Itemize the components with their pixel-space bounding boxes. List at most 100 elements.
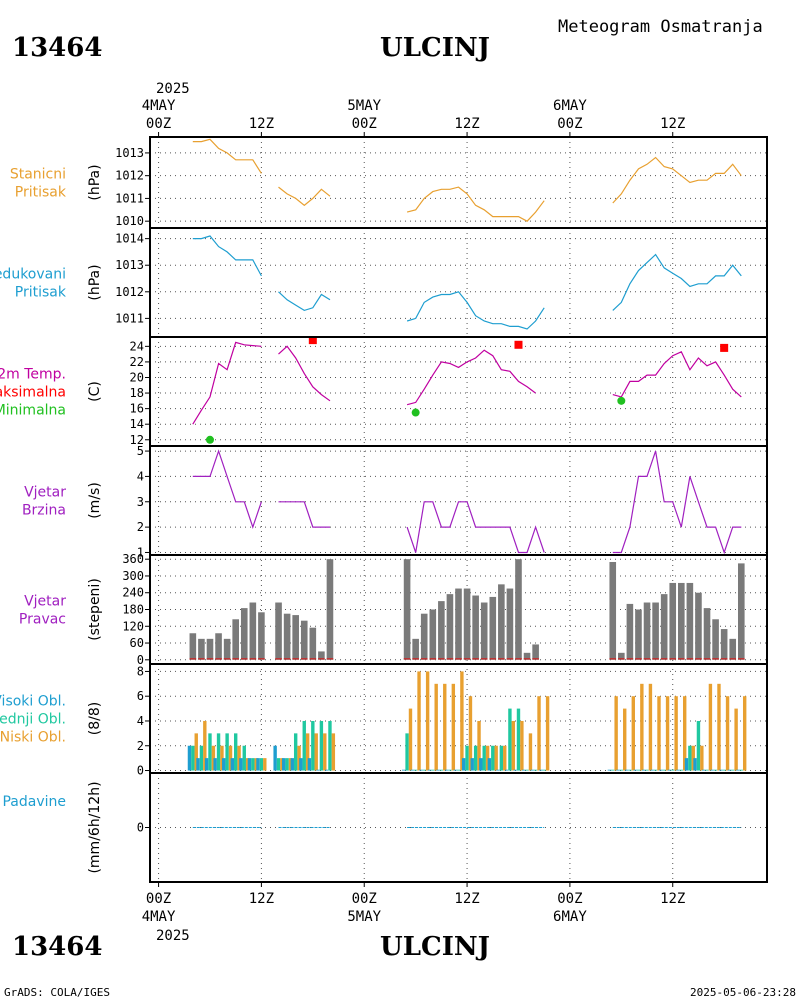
panel-frame: [149, 136, 768, 229]
y-tick-label: 20: [130, 370, 144, 384]
y-tick-label: 1013: [115, 146, 144, 160]
panel-cloud_cover: 0 2 4 6 8 (8/8) Visoki Obl. Srednji Obl. Niski O…: [0, 663, 768, 778]
y-axis-label: (C): [87, 381, 103, 402]
cloud-bar-1: [439, 769, 444, 771]
wind-dir-bar: [249, 602, 257, 660]
y-tick-label: 6: [137, 689, 144, 703]
cloud-bar-1: [516, 708, 521, 771]
series-line-station_pressure: [192, 138, 742, 222]
panel-precipitation: 0 (mm/6h/12h) Padavine: [2, 772, 768, 883]
wind-dir-bar: [215, 633, 222, 660]
cloud-bar-2: [305, 733, 310, 771]
top-year: 2025: [156, 81, 190, 97]
panel-wind_direction: 0 60 120 180 240 300 360 (stepeni) Vjetar Pravac: [19, 552, 768, 667]
cloud-bar-2: [408, 708, 413, 771]
cloud-bar-1: [628, 769, 632, 771]
wind-dir-bar: [669, 582, 677, 660]
cloud-bar-2: [674, 696, 678, 771]
tmax-marker: [720, 343, 729, 352]
cloud-bar-1: [276, 758, 281, 771]
bottom-year: 2025: [156, 928, 190, 944]
y-axis-label: (hPa): [87, 264, 103, 300]
cloud-bar-2: [468, 696, 473, 771]
cloud-bar-1: [285, 758, 289, 771]
cloud-bar-1: [456, 769, 461, 771]
cloud-bar-0: [444, 769, 449, 771]
wind-dir-bar: [240, 608, 248, 660]
panel-legend-label: Pravac: [19, 612, 66, 628]
station-id-top: 13464: [12, 33, 102, 63]
wind-dir-bar: [223, 638, 231, 660]
bottom-hour-label: 12Z: [249, 891, 274, 907]
bottom-hour-label: 00Z: [146, 891, 171, 907]
wind-dir-bar: [446, 594, 454, 660]
tmin-marker: [411, 408, 420, 417]
y-axis-label: (stepeni): [87, 578, 103, 641]
cloud-bar-1: [696, 720, 701, 771]
series-line-wind_speed: [192, 449, 742, 555]
panel-legend-label: Vjetar: [24, 485, 66, 501]
cloud-bar-1: [731, 769, 735, 771]
cloud-bar-0: [273, 745, 277, 771]
cloud-bar-1: [653, 769, 658, 771]
cloud-bar-0: [710, 769, 714, 771]
panel-frame: [149, 772, 768, 883]
cloud-bar-0: [256, 758, 260, 771]
cloud-bar-2: [434, 683, 438, 771]
wind-dir-bar: [438, 601, 445, 660]
cloud-bar-1: [328, 720, 332, 771]
cloud-bar-2: [665, 696, 670, 771]
bottom-time-axis: 00Z 4MAY 12Z 00Z 5MAY 12Z 00Z 6MAY 12Z: [142, 891, 686, 925]
cloud-bar-1: [259, 758, 264, 771]
cloud-bar-1: [208, 733, 212, 771]
y-tick-label: 0: [137, 821, 144, 835]
bottom-date-label: 4MAY: [142, 909, 176, 925]
cloud-bar-0: [239, 758, 243, 771]
wind-dir-bar: [429, 609, 437, 660]
wind-dir-bar: [403, 559, 411, 660]
y-tick-label: 1011: [115, 311, 144, 325]
wind-dir-bar: [292, 615, 299, 660]
panel-reduced_pressure: 1011 1012 1013 1014 (hPa) Redukovani Pritisak: [0, 227, 768, 338]
y-tick-label: 300: [122, 569, 144, 583]
cloud-bar-2: [297, 745, 301, 771]
cloud-bar-2: [451, 683, 456, 771]
cloud-bar-2: [280, 758, 284, 771]
cloud-bar-2: [734, 708, 738, 771]
cloud-bar-1: [302, 720, 306, 771]
cloud-bar-2: [194, 733, 198, 771]
cloud-bar-1: [431, 769, 435, 771]
wind-dir-bar: [198, 638, 205, 660]
series-line-temperature: [192, 341, 742, 425]
top-hour-label: 12Z: [249, 116, 274, 132]
cloud-bar-0: [290, 758, 294, 771]
cloud-bar-0: [230, 758, 234, 771]
cloud-bar-0: [307, 758, 312, 771]
cloud-bar-2: [460, 671, 464, 771]
cloud-bar-0: [693, 758, 697, 771]
wind-dir-bar: [678, 582, 685, 660]
cloud-bar-1: [448, 769, 452, 771]
cloud-bar-2: [425, 671, 430, 771]
cloud-bar-2: [520, 720, 524, 771]
wind-dir-bar: [609, 561, 617, 660]
y-tick-label: 0: [137, 764, 144, 778]
cloud-bar-2: [331, 733, 336, 771]
cloud-bar-2: [494, 745, 498, 771]
cloud-bar-0: [419, 769, 423, 771]
cloud-bar-1: [465, 745, 469, 771]
y-axis-label: (8/8): [87, 702, 103, 735]
panel-legend-label: Stanicni: [10, 167, 66, 183]
wind-dir-bar: [480, 602, 488, 660]
cloud-bar-1: [662, 769, 666, 771]
cloud-bar-2: [657, 696, 661, 771]
cloud-bar-2: [708, 683, 713, 771]
y-tick-label: 60: [130, 636, 144, 650]
bottom-date-label: 5MAY: [347, 909, 381, 925]
panel-legend-label: Pritisak: [15, 285, 67, 301]
cloud-bar-2: [288, 758, 293, 771]
y-tick-label: 2: [137, 739, 144, 753]
cloud-bar-0: [204, 758, 209, 771]
cloud-bar-0: [659, 769, 663, 771]
